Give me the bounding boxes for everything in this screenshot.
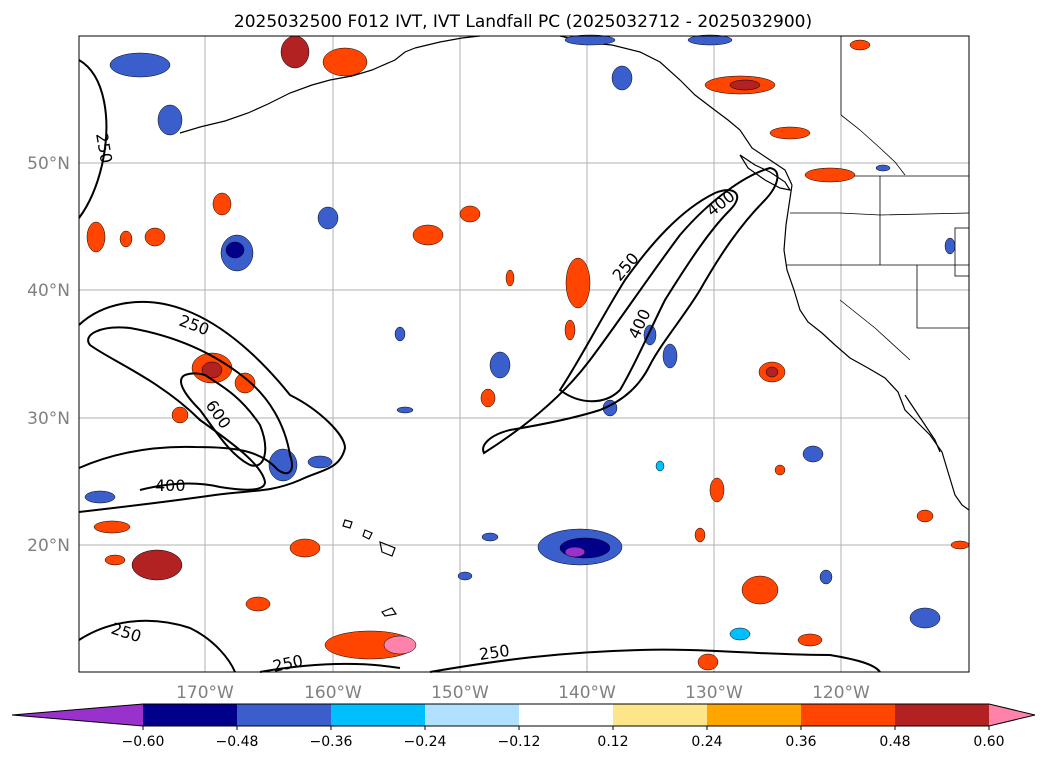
ivt-contours	[78, 59, 881, 673]
colorbar-segment	[143, 704, 238, 726]
map-title: 2025032500 F012 IVT, IVT Landfall PC (20…	[234, 12, 812, 32]
map-frame	[78, 35, 970, 673]
colorbar-segment	[237, 704, 332, 726]
lat-label-30n: 30°N	[27, 409, 70, 429]
lon-label-140w: 140°W	[558, 683, 616, 703]
colorbar-segment	[425, 704, 520, 726]
lat-label-50n: 50°N	[27, 154, 70, 174]
political-boundaries	[786, 36, 970, 361]
colorbar-extend-min	[12, 704, 143, 726]
lon-label-130w: 130°W	[685, 683, 743, 703]
colorbar-tick-label: −0.36	[310, 734, 353, 750]
colorbar-tick-label: −0.24	[404, 734, 447, 750]
colorbar-tick-label: −0.12	[498, 734, 541, 750]
colorbar-segment	[895, 704, 990, 726]
contour-label: 250	[478, 641, 511, 664]
coastlines	[179, 35, 970, 617]
colorbar-segment	[707, 704, 802, 726]
negative-anomalies	[84, 34, 956, 641]
colorbar-segment	[801, 704, 896, 726]
contour-label: 400	[155, 476, 186, 495]
colorbar-tick-label: 0.12	[597, 734, 628, 750]
latitude-labels: 50°N 40°N 30°N 20°N	[27, 154, 70, 556]
positive-anomalies	[86, 35, 970, 671]
colorbar-tick-label: 0.48	[879, 734, 910, 750]
map-area: 250 250 600 400 250 400 400 250 250 250	[78, 34, 970, 676]
lon-label-160w: 160°W	[304, 683, 362, 703]
gridlines	[79, 36, 969, 672]
lon-label-170w: 170°W	[176, 683, 234, 703]
colorbar-tick-label: 0.60	[973, 734, 1004, 750]
colorbar-segment	[519, 704, 614, 726]
colorbar: −0.60 −0.48 −0.36 −0.24 −0.12 0.12 0.24 0.36 0.4…	[11, 703, 1036, 750]
lat-label-20n: 20°N	[27, 536, 70, 556]
lat-label-40n: 40°N	[27, 281, 70, 301]
longitude-labels: 170°W 160°W 150°W 140°W 130°W 120°W	[176, 683, 870, 703]
lon-label-150w: 150°W	[431, 683, 489, 703]
colorbar-tick-label: 0.36	[785, 734, 816, 750]
colorbar-segment	[331, 704, 426, 726]
colorbar-tick-label: −0.48	[216, 734, 259, 750]
colorbar-segment	[613, 704, 708, 726]
colorbar-tick-label: −0.60	[122, 734, 165, 750]
colorbar-extend-max	[989, 704, 1035, 726]
lon-label-120w: 120°W	[812, 683, 870, 703]
colorbar-tick-label: 0.24	[691, 734, 722, 750]
